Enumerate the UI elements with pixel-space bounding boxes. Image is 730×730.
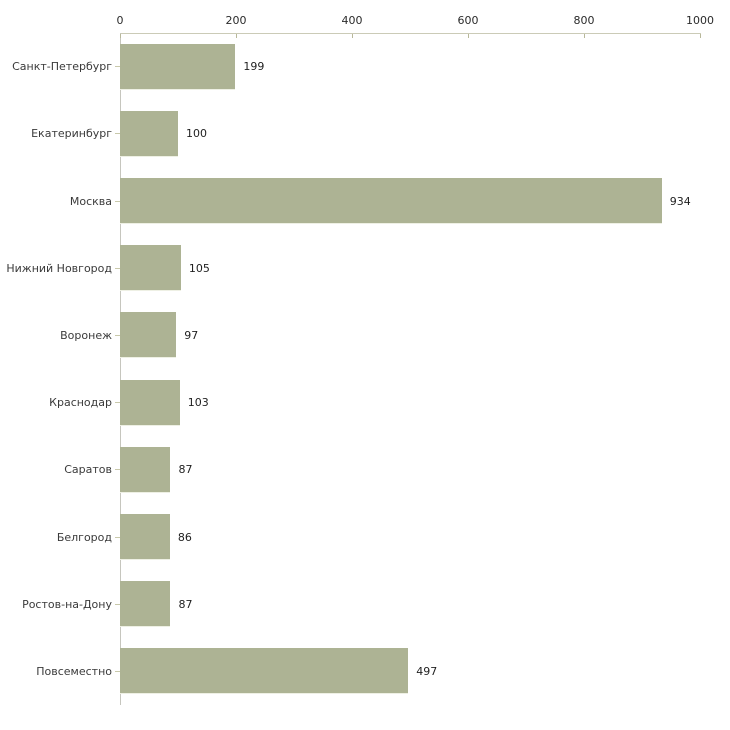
category-label: Воронеж (60, 328, 112, 342)
y-axis-line (120, 33, 121, 705)
value-label: 97 (184, 328, 199, 342)
x-tick-label: 1000 (686, 14, 714, 27)
x-tick-mark (120, 34, 121, 38)
category-tick-mark (115, 66, 120, 68)
value-label: 105 (188, 261, 210, 275)
bar-row: Саратов 87 (0, 436, 730, 503)
value-label: 100 (186, 127, 207, 141)
x-tick-label: 600 (457, 14, 479, 27)
x-tick-label: 400 (341, 14, 363, 27)
category-tick-mark (115, 402, 120, 404)
bar (120, 648, 409, 695)
x-tick-label: 800 (573, 14, 595, 27)
category-tick-mark (115, 603, 120, 605)
value-label: 934 (669, 194, 691, 208)
value-label: 87 (178, 463, 193, 477)
bar-row: Воронеж 97 (0, 302, 730, 369)
bar-row: Белгород 86 (0, 503, 730, 570)
category-label: Санкт-Петербург (12, 60, 112, 74)
bar-row: Нижний Новгород 105 (0, 235, 730, 302)
bar (120, 581, 171, 628)
value-label: 87 (178, 597, 193, 611)
bar (120, 312, 177, 359)
bar (120, 43, 236, 90)
category-tick-mark (115, 200, 120, 202)
x-tick-mark (584, 34, 585, 38)
bar (120, 446, 171, 493)
bar (120, 245, 181, 292)
bar (120, 178, 662, 224)
category-tick-mark (115, 334, 120, 336)
bar-row: Повсеместно 497 (0, 638, 730, 705)
category-tick-mark (115, 536, 120, 538)
x-tick-mark (700, 34, 701, 38)
value-label: 199 (243, 60, 265, 74)
x-tick-mark (468, 34, 469, 38)
x-tick-label: 200 (225, 14, 247, 27)
category-label: Ростов-на-Дону (22, 597, 112, 611)
bar (120, 379, 180, 426)
bar-row: Москва 934 (0, 167, 730, 234)
category-label: Екатеринбург (31, 127, 112, 141)
x-tick-mark (352, 34, 353, 38)
bar (120, 514, 170, 561)
category-tick-mark (115, 133, 120, 135)
category-tick-mark (115, 267, 120, 269)
bar (120, 110, 178, 157)
bar-row: Екатеринбург 100 (0, 100, 730, 167)
category-label: Нижний Новгород (6, 261, 112, 275)
bar-row: Ростов-на-Дону 87 (0, 571, 730, 638)
x-tick-mark (236, 34, 237, 38)
x-tick-label: 0 (116, 14, 124, 27)
value-label: 86 (177, 530, 192, 544)
category-label: Краснодар (49, 396, 112, 410)
bar-row: Санкт-Петербург 199 (0, 33, 730, 100)
category-label: Москва (69, 194, 112, 208)
category-label: Саратов (64, 463, 112, 477)
category-tick-mark (115, 469, 120, 471)
bar-row: Краснодар 103 (0, 369, 730, 436)
category-label: Белгород (56, 530, 112, 544)
category-label: Повсеместно (36, 664, 112, 678)
category-tick-mark (115, 670, 120, 672)
x-axis-line (120, 33, 701, 34)
value-label: 103 (187, 396, 209, 410)
bar-rows: Санкт-Петербург 199 Екатеринбург 100 Москва 9… (0, 33, 730, 705)
value-label: 497 (416, 664, 438, 678)
